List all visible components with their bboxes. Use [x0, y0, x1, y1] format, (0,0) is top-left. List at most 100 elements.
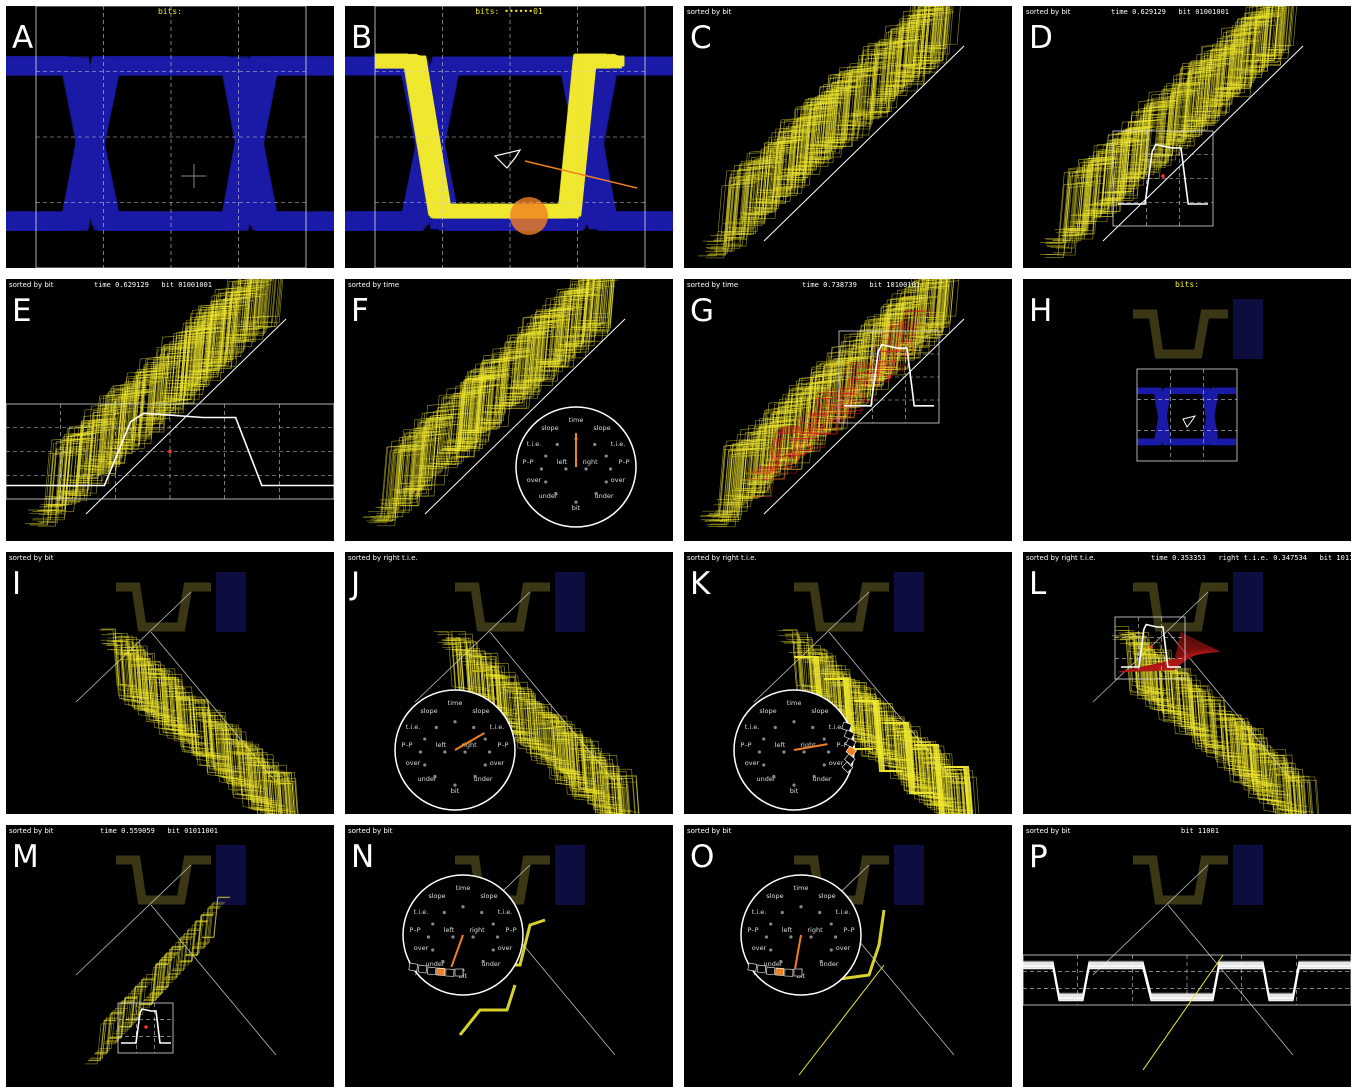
- slider-cell: [427, 967, 436, 975]
- slider-cell: [455, 969, 463, 976]
- pie-menu-label: bit: [451, 787, 460, 795]
- pie-menu-label: t.i.e.: [752, 908, 767, 916]
- panel-caption: sorted by right t.i.e.: [687, 554, 757, 562]
- pie-menu-label: left: [436, 741, 447, 749]
- pie-menu-dot: [492, 948, 495, 951]
- status-readout: bit 11001: [1181, 827, 1219, 835]
- pie-menu-label: over: [611, 476, 626, 484]
- panel: bits: ••••••01 B: [345, 6, 673, 268]
- ghost-eye: [1233, 299, 1263, 359]
- pie-menu-dot: [471, 935, 474, 938]
- pie-menu-dot: [544, 480, 547, 483]
- ghost-eye: [555, 845, 585, 905]
- pie-menu-label: left: [775, 741, 786, 749]
- pie-menu-dot: [809, 935, 812, 938]
- status-readout: time 0.629129 bit 01001001: [1111, 8, 1229, 16]
- pie-menu-label: slope: [593, 424, 610, 432]
- pie-menu-dot: [830, 948, 833, 951]
- pie-menu-dot: [774, 726, 777, 729]
- pie-menu-dot: [554, 492, 557, 495]
- panel-caption: sorted by bit: [9, 281, 54, 289]
- pie-menu-dot: [605, 454, 608, 457]
- ghost-eye: [216, 845, 246, 905]
- pie-menu-label: slope: [759, 707, 776, 715]
- pie-menu-label: over: [836, 944, 851, 952]
- panel-background: [1023, 279, 1351, 541]
- panel: sorted by bitC: [684, 6, 1012, 268]
- pie-menu-dot: [540, 467, 543, 470]
- cursor-dot: [1161, 174, 1165, 178]
- pie-menu-dot: [799, 905, 802, 908]
- ghost-eye: [216, 572, 246, 632]
- panel-caption: sorted by bit: [687, 827, 732, 835]
- pie-menu-dot: [544, 454, 547, 457]
- panel: timeslopeslopet.i.e.t.i.e.P–PleftrightP–…: [345, 825, 673, 1087]
- panel: bits:A: [6, 6, 334, 268]
- panel-caption: sorted by right t.i.e.: [1026, 554, 1096, 562]
- pie-menu-label: right: [582, 458, 598, 466]
- panel-letter: H: [1029, 293, 1052, 329]
- panel-letter: B: [351, 20, 372, 56]
- pie-menu-label: slope: [420, 707, 437, 715]
- pie-menu-dot: [609, 467, 612, 470]
- pie-menu-dot: [820, 960, 823, 963]
- slider-cell: [418, 965, 427, 973]
- pie-menu-dot: [431, 922, 434, 925]
- pie-menu-label: time: [569, 416, 584, 424]
- pie-menu-dot: [813, 775, 816, 778]
- pie-menu-label: P–P: [522, 458, 533, 466]
- figure: bits:Abits: ••••••01Bsorted by bitCsorte…: [0, 0, 1355, 1087]
- slider-cell: [794, 969, 802, 976]
- pie-menu-dot: [769, 922, 772, 925]
- pie-menu-dot: [792, 720, 795, 723]
- slider-cell: [766, 967, 775, 975]
- pie-menu-label: t.i.e.: [414, 908, 429, 916]
- pie-menu-dot: [823, 737, 826, 740]
- pie-menu-dot: [482, 960, 485, 963]
- panel-caption: sorted by bit: [9, 554, 54, 562]
- pie-menu-dot: [593, 443, 596, 446]
- pie-menu-dot: [762, 763, 765, 766]
- pie-menu-label: time: [787, 699, 802, 707]
- ghost-eye: [555, 572, 585, 632]
- pie-menu-label: t.i.e.: [490, 723, 505, 731]
- panel-caption: sorted by bit: [687, 8, 732, 16]
- panel: bits:H: [1023, 279, 1351, 541]
- panel: timeslopeslopet.i.e.t.i.e.P–PleftrightP–…: [345, 552, 673, 814]
- pie-menu-dot: [435, 726, 438, 729]
- pie-menu-label: time: [456, 884, 471, 892]
- pie-menu-label: over: [527, 476, 542, 484]
- pie-menu-label: over: [498, 944, 513, 952]
- pie-menu-label: over: [490, 759, 505, 767]
- pie-menu-dot: [496, 935, 499, 938]
- cursor-dot: [887, 375, 891, 379]
- panel-letter: J: [349, 566, 360, 602]
- ghost-eye: [894, 572, 924, 632]
- panel: sorted by timetime 0.738739 bit 10100101…: [684, 279, 1012, 541]
- pie-menu-label: slope: [428, 892, 445, 900]
- pie-menu-dot: [451, 935, 454, 938]
- pie-menu-label: left: [557, 458, 568, 466]
- pie-menu-label: t.i.e.: [406, 723, 421, 731]
- panel-caption: sorted by time: [687, 281, 738, 289]
- panel: sorted by bittime 0.629129 bit 01001001E: [6, 279, 334, 541]
- panel: timeslopeslopet.i.e.t.i.e.P–PleftrightP–…: [345, 279, 673, 541]
- pie-menu-label: t.i.e.: [527, 440, 542, 448]
- pie-menu-dot: [802, 750, 805, 753]
- pie-menu-dot: [584, 467, 587, 470]
- pie-menu-dot: [433, 775, 436, 778]
- pie-menu-label: t.i.e.: [829, 723, 844, 731]
- pie-menu-dot: [484, 737, 487, 740]
- panel-caption: sorted by bit: [9, 827, 54, 835]
- slider-cell: [757, 965, 766, 973]
- pie-menu-label: P–P: [747, 926, 758, 934]
- panel-letter: G: [690, 293, 714, 329]
- panel-caption: bits:: [158, 7, 182, 16]
- pie-menu-dot: [419, 750, 422, 753]
- pie-menu-label: slope: [480, 892, 497, 900]
- pie-menu-dot: [472, 726, 475, 729]
- pie-menu-dot: [792, 784, 795, 787]
- panel-caption: bits: ••••••01: [475, 7, 543, 16]
- pie-menu-label: right: [807, 926, 823, 934]
- pie-menu-label: P–P: [505, 926, 516, 934]
